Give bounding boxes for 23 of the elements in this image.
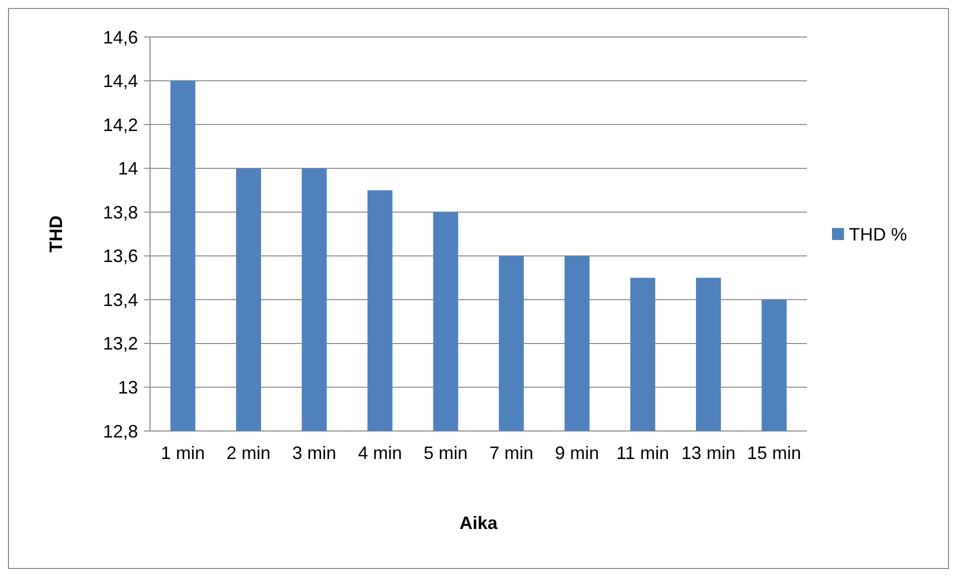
x-tick-label: 11 min (616, 443, 670, 463)
x-tick-label: 9 min (555, 443, 600, 463)
x-tick-label: 5 min (424, 443, 468, 463)
y-tick-label: 13 (118, 378, 138, 398)
y-tick-label: 14,6 (102, 27, 138, 48)
y-tick-label: 14,4 (102, 71, 138, 92)
y-tick-label: 13,6 (102, 246, 138, 266)
legend-label: THD % (849, 224, 907, 244)
y-axis-title: THD (46, 216, 66, 252)
x-tick-label: 3 min (292, 443, 336, 463)
y-tick-label: 13,4 (102, 290, 138, 310)
y-tick-label: 12,8 (102, 421, 138, 442)
x-tick-label: 7 min (489, 443, 534, 463)
y-tick-label: 13,2 (102, 334, 138, 354)
x-tick-label: 2 min (226, 443, 271, 463)
x-tick-label: 15 min (747, 443, 802, 463)
y-tick-label: 14,2 (102, 114, 138, 135)
y-tick-label: 13,8 (102, 202, 138, 222)
x-axis-title: Aika (459, 513, 498, 533)
x-tick-label: 13 min (681, 443, 736, 463)
x-tick-label: 1 min (160, 443, 205, 463)
x-tick-label: 4 min (358, 443, 402, 463)
y-tick-label: 14 (118, 158, 138, 179)
